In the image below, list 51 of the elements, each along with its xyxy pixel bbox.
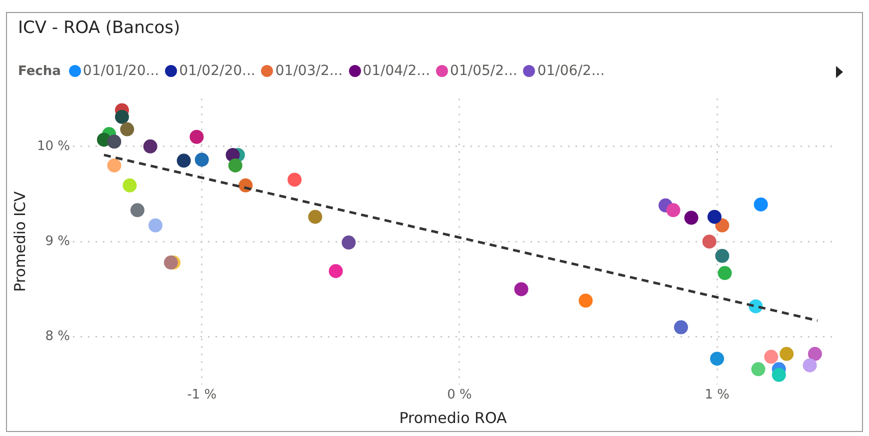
point [808,346,822,361]
y-tick-label: 8 % [45,329,70,344]
point [122,178,137,192]
x-tick-label: 0 % [447,388,472,403]
point [715,248,730,263]
point [107,158,122,172]
point [164,256,178,270]
point [666,203,680,218]
point [190,130,204,144]
point [684,210,698,225]
point [228,158,242,172]
x-tick-label: 1 % [704,388,730,403]
point [710,352,724,366]
legend-title: Fecha [18,64,61,78]
x-axis-title: Promedio ROA [399,408,508,427]
point [130,203,144,218]
point [120,122,134,136]
point [308,210,322,224]
y-axis-title: Promedio ICV [10,190,29,292]
y-tick-label: 9 % [45,234,70,249]
point [514,282,528,296]
point [751,362,766,376]
point [288,172,302,187]
point [578,294,593,308]
point [148,218,162,232]
point [802,358,817,372]
point [772,368,786,382]
point [114,110,129,124]
point [780,346,794,361]
legend-label: 01/03/2... [275,63,343,79]
legend-label: 01/06/2... [537,63,605,79]
point [107,134,122,149]
point [143,139,158,154]
legend-label: 01/05/2... [450,63,518,79]
point [702,234,716,249]
point [715,218,730,232]
chart-title: ICV - ROA (Bancos) [18,18,180,38]
point [194,152,209,167]
point [764,350,778,364]
legend-label: 01/01/20... [82,63,160,79]
point [674,320,688,334]
point [718,266,732,280]
y-tick-label: 10 % [36,138,70,154]
point [342,236,356,250]
x-tick-label: -1 % [187,388,217,403]
point [176,154,191,168]
legend-label: 01/04/2... [362,63,430,79]
legend-label: 01/02/20... [179,63,256,79]
point [707,210,722,224]
point [328,264,343,278]
point [754,197,768,212]
